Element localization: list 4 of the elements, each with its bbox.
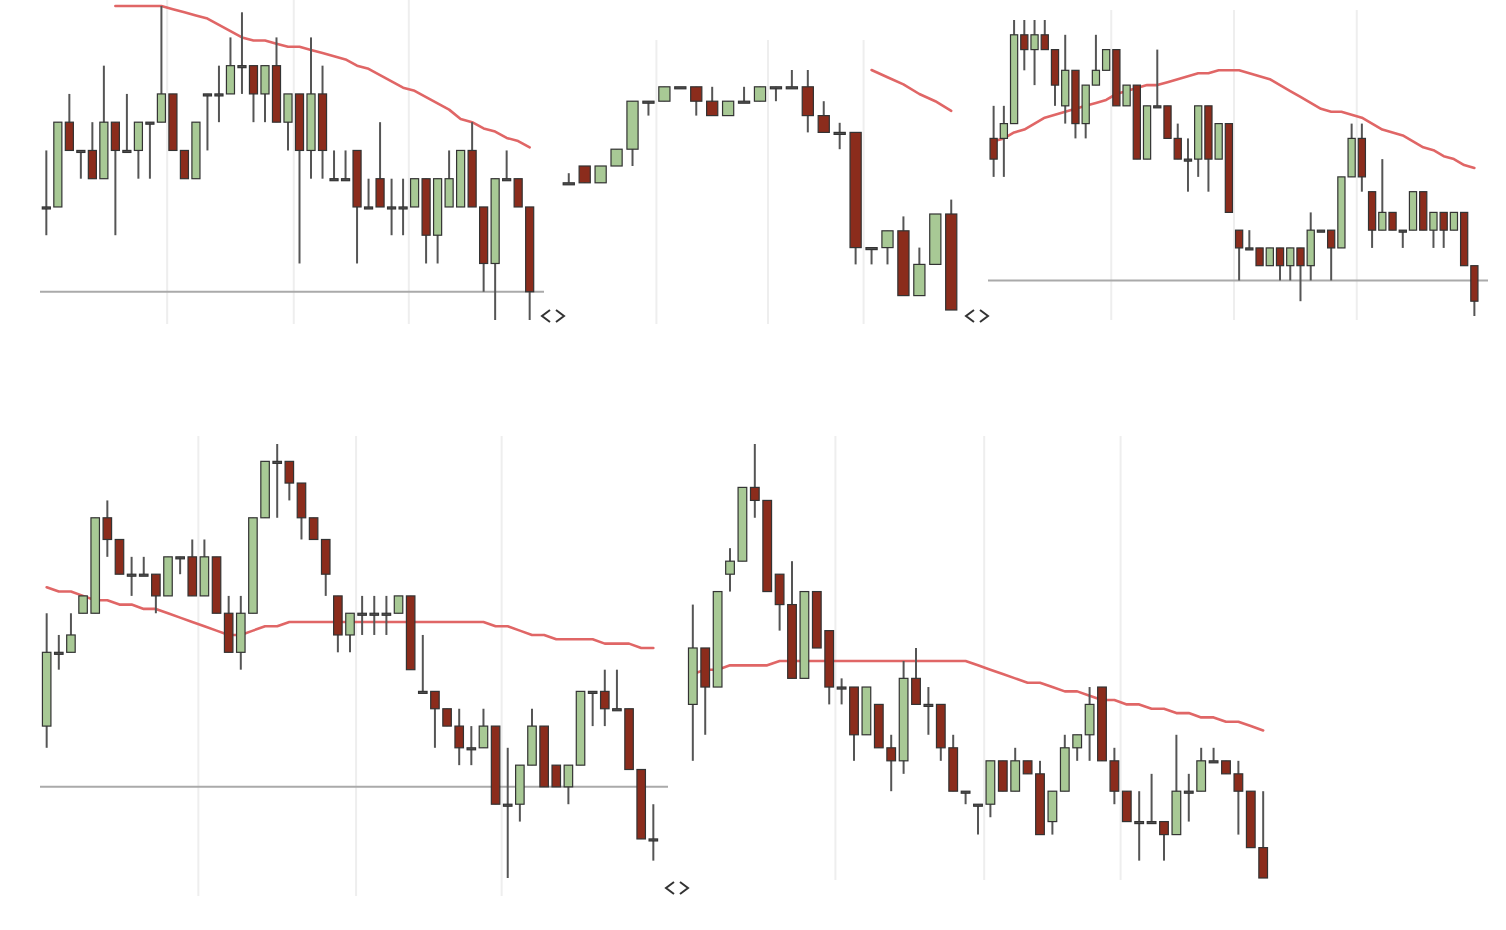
- candlestick: [785, 69, 799, 90]
- candlestick: [706, 85, 719, 117]
- candlestick: [737, 85, 751, 104]
- candlestick: [801, 69, 814, 134]
